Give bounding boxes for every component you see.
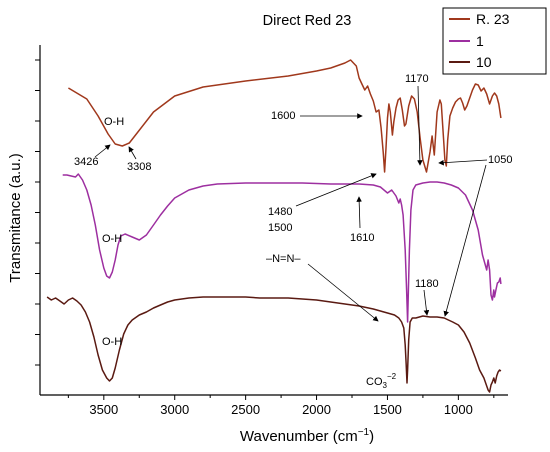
- label-oh-top: O-H: [104, 116, 124, 128]
- label-co3: CO3−2: [366, 372, 397, 390]
- arrow-1170: [417, 85, 423, 166]
- series-line-10: [46, 296, 502, 393]
- label-azo: –N=N–: [266, 253, 301, 265]
- label-1600: 1600: [271, 110, 295, 122]
- x-axis-ticks: 3500 3000 2500 2000 1500 1000: [67, 395, 495, 417]
- annotation-leaders: [94, 85, 488, 322]
- plot-frame: [39, 45, 508, 396]
- arrow-1050-a: [438, 159, 488, 166]
- legend-label-r23: R. 23: [476, 11, 510, 27]
- series-group: [46, 59, 502, 393]
- legend-label-10: 10: [476, 54, 492, 70]
- label-1610: 1610: [350, 232, 374, 244]
- legend-label-1: 1: [476, 33, 484, 49]
- label-1180: 1180: [415, 278, 439, 290]
- legend: R. 23 1 10: [442, 7, 547, 75]
- label-1500: 1500: [268, 222, 292, 234]
- x-tick-label: 2000: [302, 402, 331, 417]
- y-axis-ticks: [35, 59, 40, 366]
- arrow-1610: [356, 196, 362, 229]
- arrow-3426: [94, 144, 111, 158]
- x-axis-title: Wavenumber (cm−1): [240, 427, 374, 445]
- arrow-azo: [307, 263, 379, 322]
- x-tick-label: 2500: [231, 402, 260, 417]
- x-tick-label: 3500: [89, 402, 118, 417]
- label-oh-middle: O-H: [102, 233, 122, 245]
- label-3308: 3308: [127, 161, 151, 173]
- chart-title: Direct Red 23: [263, 13, 352, 29]
- arrow-1180: [423, 289, 430, 316]
- label-1170: 1170: [405, 73, 429, 85]
- arrow-1480: [295, 173, 377, 207]
- label-oh-bottom: O-H: [102, 336, 122, 348]
- arrow-1050-b: [443, 164, 487, 317]
- label-1480: 1480: [268, 206, 292, 218]
- y-axis-title: Transmitance (a.u.): [7, 153, 24, 283]
- annotations: O-H 3426 3308 1600 1170 1050 1480 1500 1…: [74, 73, 512, 390]
- label-3426: 3426: [74, 156, 98, 168]
- label-1050: 1050: [488, 154, 512, 166]
- series-line-r-23: [68, 59, 502, 173]
- series-line-1: [62, 173, 502, 323]
- arrow-3308: [128, 146, 137, 160]
- x-tick-label: 1500: [373, 402, 402, 417]
- x-tick-label: 1000: [444, 402, 473, 417]
- x-tick-label: 3000: [160, 402, 189, 417]
